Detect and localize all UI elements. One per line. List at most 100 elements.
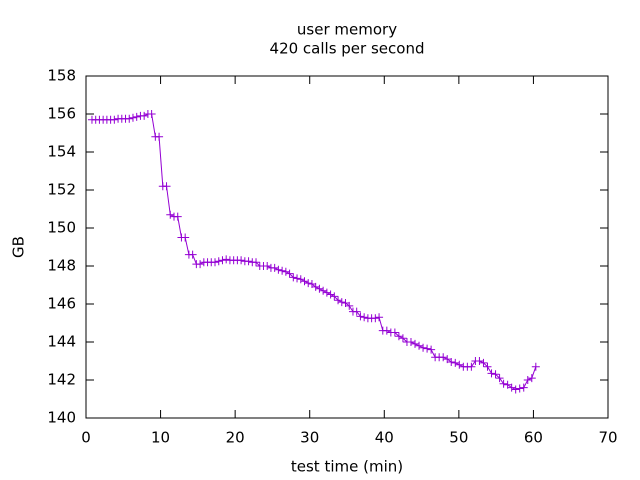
point-marker — [531, 362, 540, 371]
point-marker — [296, 275, 305, 284]
point-marker — [423, 344, 432, 353]
point-marker — [218, 256, 227, 265]
point-marker — [479, 358, 488, 367]
point-marker — [345, 301, 354, 310]
y-axis-label: GB — [10, 236, 28, 258]
point-marker — [315, 284, 324, 293]
y-tick-label: 140 — [47, 409, 76, 427]
point-marker — [322, 288, 331, 297]
point-marker — [527, 374, 536, 383]
point-marker — [300, 277, 309, 286]
point-marker — [304, 279, 313, 288]
point-marker — [278, 266, 287, 275]
point-marker — [166, 210, 175, 219]
point-marker — [375, 313, 384, 322]
point-marker — [330, 292, 339, 301]
point-marker — [274, 265, 283, 274]
point-marker — [475, 357, 484, 365]
point-marker — [263, 262, 272, 270]
chart-title: user memory — [297, 21, 397, 39]
point-marker — [352, 307, 361, 316]
x-axis-label: test time (min) — [291, 458, 403, 476]
point-marker — [419, 343, 428, 352]
point-marker — [293, 274, 302, 283]
point-marker — [382, 326, 391, 335]
point-marker — [487, 369, 496, 378]
point-marker — [495, 374, 504, 383]
x-tick-label: 60 — [524, 429, 543, 447]
x-tick-label: 50 — [449, 429, 468, 447]
y-tick-label: 148 — [47, 257, 76, 275]
point-marker — [125, 114, 134, 123]
data-line — [91, 113, 537, 391]
plot-border — [85, 75, 609, 419]
point-marker — [411, 339, 420, 348]
point-marker — [439, 353, 448, 362]
point-marker — [237, 256, 246, 265]
point-marker — [415, 341, 424, 350]
point-marker — [499, 379, 508, 388]
point-marker — [155, 132, 164, 141]
point-marker — [252, 258, 261, 267]
point-marker — [394, 332, 403, 341]
point-marker — [162, 182, 171, 191]
point-marker — [244, 257, 253, 266]
point-marker — [507, 383, 516, 392]
point-marker — [483, 362, 492, 371]
point-marker — [337, 298, 346, 307]
point-marker — [455, 360, 464, 369]
y-tick-label: 152 — [47, 181, 76, 199]
point-marker — [319, 286, 328, 295]
point-marker — [443, 355, 452, 364]
point-marker — [181, 233, 190, 242]
y-tick-label: 144 — [47, 333, 76, 351]
x-tick-label: 10 — [151, 429, 170, 447]
y-tick-label: 158 — [47, 67, 76, 85]
point-marker — [511, 385, 520, 394]
point-marker — [398, 334, 407, 343]
y-tick-label: 146 — [47, 295, 76, 313]
point-marker — [188, 250, 197, 259]
point-marker — [334, 296, 343, 305]
point-marker — [326, 290, 335, 299]
point-marker — [451, 358, 460, 367]
point-marker — [214, 257, 223, 266]
point-marker — [270, 263, 279, 272]
point-marker — [311, 282, 320, 291]
point-marker — [360, 313, 369, 322]
point-marker — [281, 267, 290, 276]
point-marker — [132, 112, 141, 121]
point-marker — [173, 212, 182, 221]
point-marker — [110, 115, 119, 124]
x-tick-label: 20 — [226, 429, 245, 447]
x-tick-label: 40 — [375, 429, 394, 447]
point-marker — [447, 357, 456, 366]
point-marker — [147, 110, 156, 118]
point-marker — [128, 113, 137, 122]
point-marker — [427, 345, 436, 354]
point-marker — [356, 312, 365, 321]
point-marker — [196, 260, 205, 269]
point-marker — [519, 383, 528, 392]
chart-subtitle: 420 calls per second — [270, 40, 425, 58]
point-marker — [390, 328, 399, 337]
point-marker — [523, 376, 532, 384]
point-marker — [285, 269, 294, 278]
x-tick-label: 70 — [598, 429, 617, 447]
point-marker — [467, 362, 476, 371]
point-marker — [289, 273, 298, 282]
point-marker — [503, 380, 512, 389]
y-tick-label: 142 — [47, 371, 76, 389]
y-tick-label: 156 — [47, 105, 76, 123]
point-marker — [140, 111, 149, 120]
point-marker — [515, 384, 524, 393]
x-tick-label: 0 — [81, 429, 91, 447]
point-marker — [491, 370, 500, 379]
point-marker — [211, 258, 220, 267]
y-tick-label: 154 — [47, 143, 76, 161]
y-tick-label: 150 — [47, 219, 76, 237]
point-marker — [371, 314, 380, 323]
x-tick-label: 30 — [300, 429, 319, 447]
